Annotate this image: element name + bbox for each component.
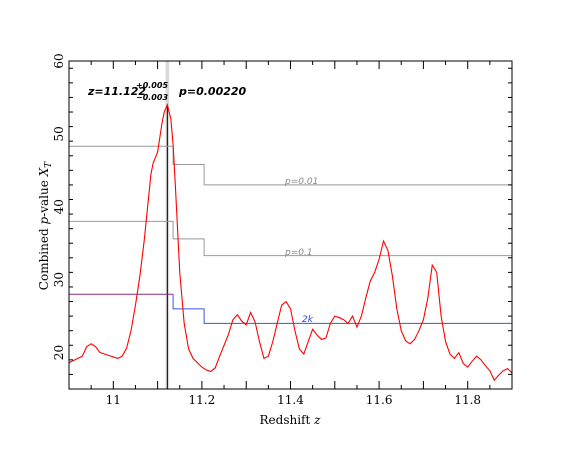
- y-axis-title: Combined p-value XT: [37, 161, 54, 290]
- x-tick-label: 11.8: [454, 393, 481, 407]
- z-err-plus-label: +0.005: [136, 81, 168, 90]
- y-tick-label: 50: [52, 126, 66, 141]
- axis-ticks: [68, 61, 513, 390]
- x-tick-label: 11: [106, 393, 121, 407]
- y-tick-label: 20: [52, 345, 66, 360]
- plot-area: [68, 61, 513, 389]
- threshold-line-4: [172, 294, 512, 324]
- twok-label: 2k: [302, 315, 314, 325]
- threshold-line-2: [69, 220, 512, 257]
- x-tick-label: 11.4: [277, 393, 304, 407]
- threshold-line-1: [69, 145, 512, 186]
- p-best-label: p=0.00220: [178, 85, 247, 98]
- p01-label: p=0.1: [284, 248, 313, 258]
- z-err-minus-label: −0.003: [136, 93, 168, 102]
- z-best-label: z=11.122: [87, 85, 146, 98]
- y-tick-label: 60: [52, 53, 66, 68]
- x-axis-title: Redshift z: [260, 413, 322, 427]
- combined-p-value-curve: [68, 102, 513, 382]
- y-tick-label: 40: [52, 199, 66, 214]
- x-tick-label: 11.2: [189, 393, 216, 407]
- axis-tick-labels: 11 11.2 11.4 11.6 11.8 20 30 40 50 60: [52, 53, 481, 407]
- x-tick-label: 11.6: [366, 393, 393, 407]
- p001-label: p=0.01: [284, 177, 318, 187]
- y-tick-label: 30: [52, 272, 66, 287]
